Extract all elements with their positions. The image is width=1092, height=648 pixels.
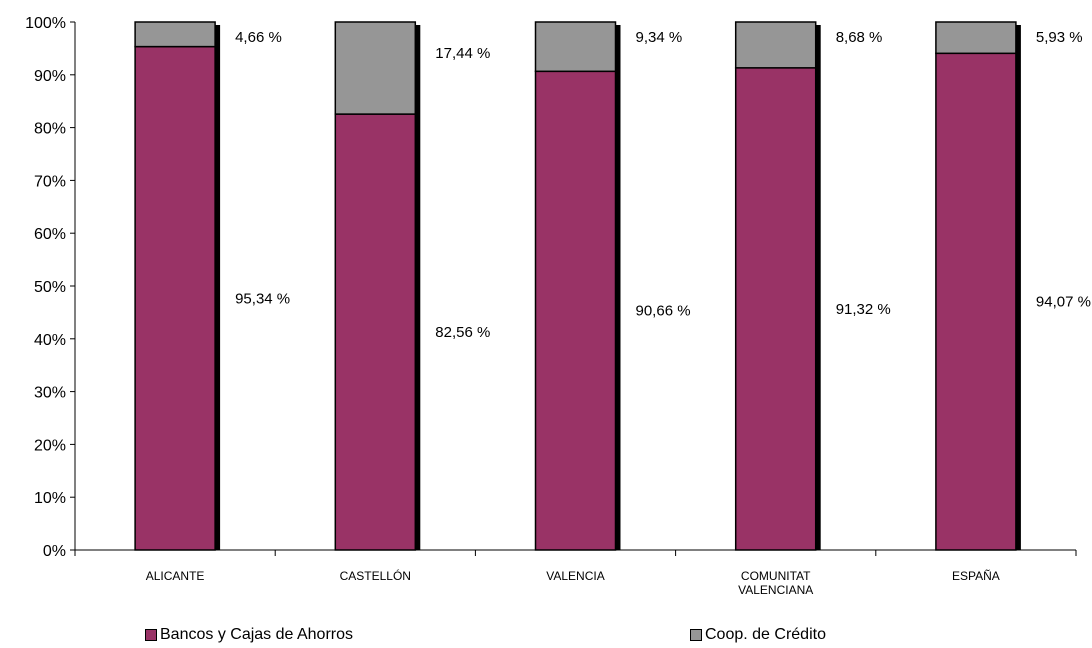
category-label: ESPAÑA [952,569,1000,583]
y-tick-label: 90% [34,68,66,85]
legend-item-bancos: Bancos y Cajas de Ahorros [145,626,353,644]
bar-segment-coop [134,21,216,48]
bar-segment-coop [935,21,1017,55]
data-label-bancos: 82,56 % [435,324,490,341]
y-tick-label: 50% [34,279,66,296]
bar-segment-bancos [334,113,417,551]
bar-segment-bancos [734,67,817,551]
category-label: ALICANTE [146,569,205,583]
bars-layer [134,21,1021,551]
category-label: CASTELLÓN [340,568,411,583]
bar-segment-bancos [134,45,216,551]
y-tick-label: 20% [34,437,66,454]
category-label: VALENCIANA [738,583,813,597]
legend-swatch-coop [690,629,702,641]
data-label-coop: 8,68 % [836,29,883,46]
data-label-coop: 9,34 % [636,29,683,46]
category-label: VALENCIA [546,569,604,583]
legend-label-coop: Coop. de Crédito [705,626,826,643]
data-label-bancos: 90,66 % [636,303,691,320]
data-label-coop: 4,66 % [235,29,282,46]
bar-segment-bancos [935,52,1017,551]
y-tick-label: 30% [34,385,66,402]
legend-label-bancos: Bancos y Cajas de Ahorros [160,626,353,643]
bar-segment-bancos [534,70,617,551]
y-tick-label: 10% [34,490,66,507]
data-label-bancos: 91,32 % [836,301,891,318]
bar-segment-coop [734,21,817,69]
y-tick-label: 80% [34,121,66,138]
y-tick-label: 100% [25,15,66,32]
labels-layer: 95,34 % 4,66 % ALICANTE 82,56 % 17,44 % CASTE… [146,29,1091,597]
bar-segment-coop [534,21,617,73]
data-label-bancos: 94,07 % [1036,294,1091,311]
legend-swatch-bancos [145,629,157,641]
y-tick-label: 0% [43,543,66,560]
data-label-coop: 5,93 % [1036,29,1083,46]
bar-segment-coop [334,21,417,115]
y-tick-label: 70% [34,173,66,190]
data-label-bancos: 95,34 % [235,290,290,307]
axis-layer: 0% 10% 20% 30% 40% 50% 60% 70% 80% 90% 100% [25,15,1077,560]
data-label-coop: 17,44 % [435,45,490,62]
category-label: COMUNITAT [741,569,811,583]
y-tick-label: 60% [34,226,66,243]
y-tick-label: 40% [34,332,66,349]
legend-item-coop: Coop. de Crédito [690,626,826,644]
